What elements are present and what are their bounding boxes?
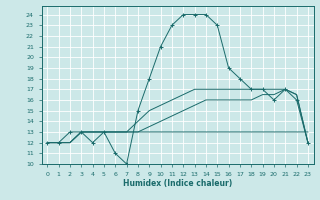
X-axis label: Humidex (Indice chaleur): Humidex (Indice chaleur): [123, 179, 232, 188]
